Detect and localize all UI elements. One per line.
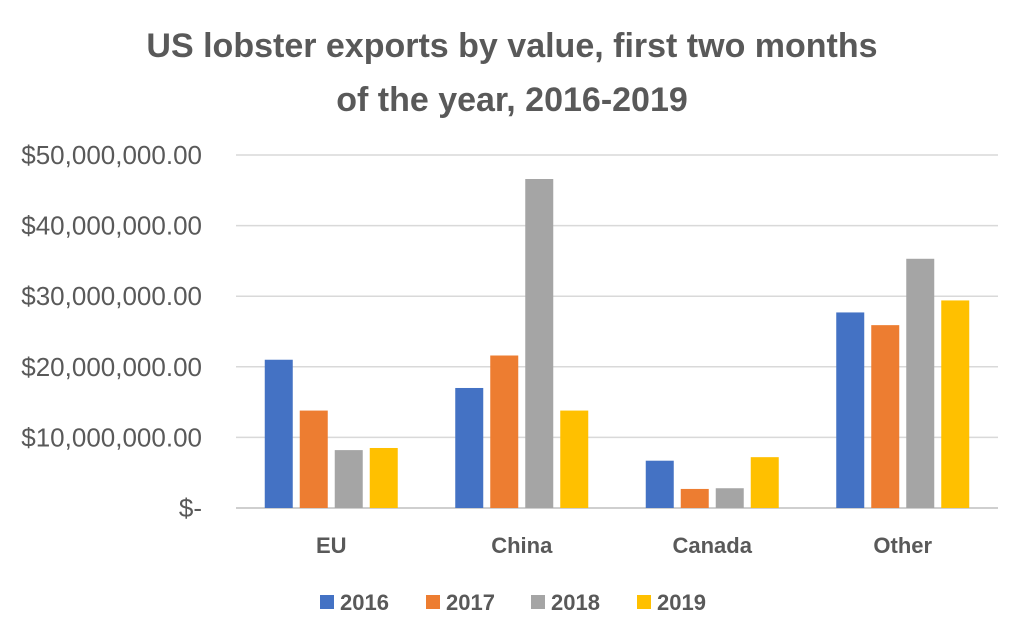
chart-title-line-1: US lobster exports by value, first two m… xyxy=(146,27,878,65)
bar-china-2017 xyxy=(490,355,519,508)
x-tick-label: China xyxy=(491,533,553,558)
bar-canada-2016 xyxy=(645,460,674,508)
legend-label: 2019 xyxy=(657,590,706,615)
y-tick-label: $30,000,000.00 xyxy=(21,281,202,311)
y-tick-label: $50,000,000.00 xyxy=(21,140,202,170)
bar-china-2016 xyxy=(455,387,484,508)
x-tick-label: Other xyxy=(873,533,932,558)
legend-label: 2017 xyxy=(446,590,495,615)
legend: 2016 2017 2018 2019 xyxy=(320,590,706,615)
y-axis-tick-labels: $- $10,000,000.00 $20,000,000.00 $30,000,00… xyxy=(21,140,202,523)
chart-title-line-2: of the year, 2016-2019 xyxy=(336,81,688,119)
legend-label: 2016 xyxy=(340,590,389,615)
gridlines xyxy=(236,154,998,509)
legend-swatch-2019 xyxy=(637,595,651,609)
bar-other-2018 xyxy=(906,258,935,508)
legend-swatch-2016 xyxy=(320,595,334,609)
y-tick-label: $20,000,000.00 xyxy=(21,352,202,382)
y-tick-label: $40,000,000.00 xyxy=(21,211,202,241)
x-axis-tick-labels: EU China Canada Other xyxy=(316,533,933,558)
bar-other-2019 xyxy=(941,300,970,508)
bar-other-2016 xyxy=(836,312,865,508)
bar-eu-2016 xyxy=(264,359,293,508)
bar-eu-2018 xyxy=(334,450,363,508)
legend-swatch-2018 xyxy=(531,595,545,609)
bar-canada-2017 xyxy=(680,488,709,508)
bar-china-2018 xyxy=(525,179,554,508)
bar-eu-2019 xyxy=(369,447,398,508)
y-tick-label: $- xyxy=(179,493,202,523)
legend-label: 2018 xyxy=(551,590,600,615)
bars xyxy=(264,179,970,508)
x-tick-label: Canada xyxy=(673,533,753,558)
y-tick-label: $10,000,000.00 xyxy=(21,422,202,452)
bar-china-2019 xyxy=(560,410,589,508)
x-tick-label: EU xyxy=(316,533,347,558)
legend-swatch-2017 xyxy=(426,595,440,609)
bar-canada-2018 xyxy=(715,488,744,508)
bar-canada-2019 xyxy=(750,457,779,508)
bar-other-2017 xyxy=(871,325,900,508)
bar-eu-2017 xyxy=(299,410,328,508)
